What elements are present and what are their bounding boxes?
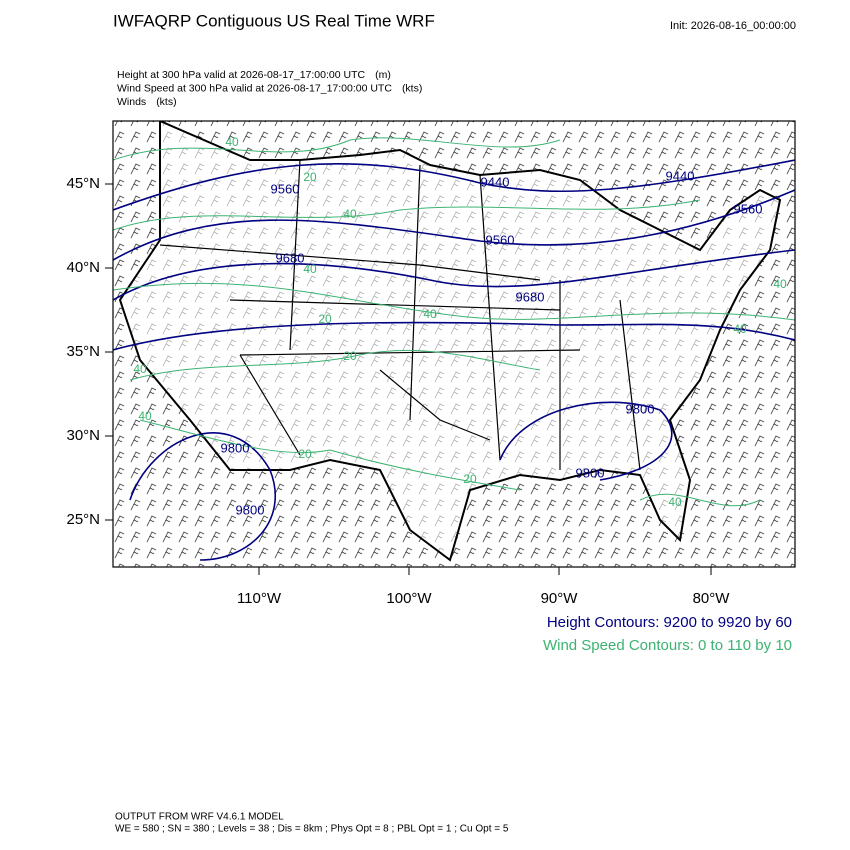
wind-contour-label: 40 (303, 262, 317, 276)
field-unit: (m) (375, 69, 391, 81)
field-name: Wind Speed at 300 hPa valid at 2026-08-1… (117, 82, 392, 94)
lat-label: 45°N (66, 175, 100, 192)
wind-contour-label: 20 (318, 312, 332, 326)
height-contour-label: 9440 (666, 168, 695, 183)
height-contour-label: 9800 (221, 440, 250, 455)
map-area (113, 121, 795, 567)
wind-contour-label: 40 (225, 135, 239, 149)
wind-contour-label: 40 (343, 207, 357, 221)
field-name: Height at 300 hPa valid at 2026-08-17_17… (117, 69, 366, 81)
map-frame (112, 120, 796, 568)
footer-text: WE = 580 ; SN = 380 ; Levels = 38 ; Dis … (115, 824, 509, 835)
wind-contour-label: 40 (668, 495, 682, 509)
height-contour-label: 9560 (734, 201, 763, 216)
height-contour-label: 9560 (271, 181, 300, 196)
field-unit: (kts) (156, 96, 176, 108)
lat-label: 35°N (66, 343, 100, 360)
title: IWFAQRP Contiguous US Real Time WRF (113, 11, 435, 30)
lat-label: 25°N (66, 511, 100, 528)
wind-contour-label: 20 (298, 447, 312, 461)
legend-text: Wind Speed Contours: 0 to 110 by 10 (543, 637, 792, 654)
height-contour-label: 9680 (516, 289, 545, 304)
footer-text: OUTPUT FROM WRF V4.6.1 MODEL (115, 812, 284, 823)
field-unit: (kts) (402, 82, 422, 94)
wind-contour-label: 20 (463, 472, 477, 486)
wind-contour-label: 20 (303, 170, 317, 184)
height-contour-label: 9680 (276, 250, 305, 265)
legend-text: Height Contours: 9200 to 9920 by 60 (547, 614, 792, 631)
lon-label: 110°W (237, 590, 282, 607)
wind-contour-label: 20 (343, 349, 357, 363)
field-name: Winds (117, 96, 146, 108)
height-contour-label: 9560 (486, 232, 515, 247)
lat-label: 40°N (66, 259, 100, 276)
wind-contour-label: 40 (773, 277, 787, 291)
height-contour-label: 9440 (481, 174, 510, 189)
wind-contour-label: 40 (138, 409, 152, 423)
height-contour-label: 9800 (236, 502, 265, 517)
wind-contour-label: 40 (733, 322, 747, 336)
lon-label: 100°W (386, 590, 432, 607)
wind-contour-label: 40 (133, 362, 147, 376)
lon-label: 80°W (693, 590, 731, 607)
lon-label: 90°W (541, 590, 579, 607)
height-contour-label: 9800 (626, 401, 655, 416)
height-contour-label: 9800 (576, 465, 605, 480)
wind-contour-label: 40 (423, 307, 437, 321)
init-time: Init: 2026-08-16_00:00:00 (670, 20, 796, 32)
lat-label: 30°N (66, 427, 100, 444)
